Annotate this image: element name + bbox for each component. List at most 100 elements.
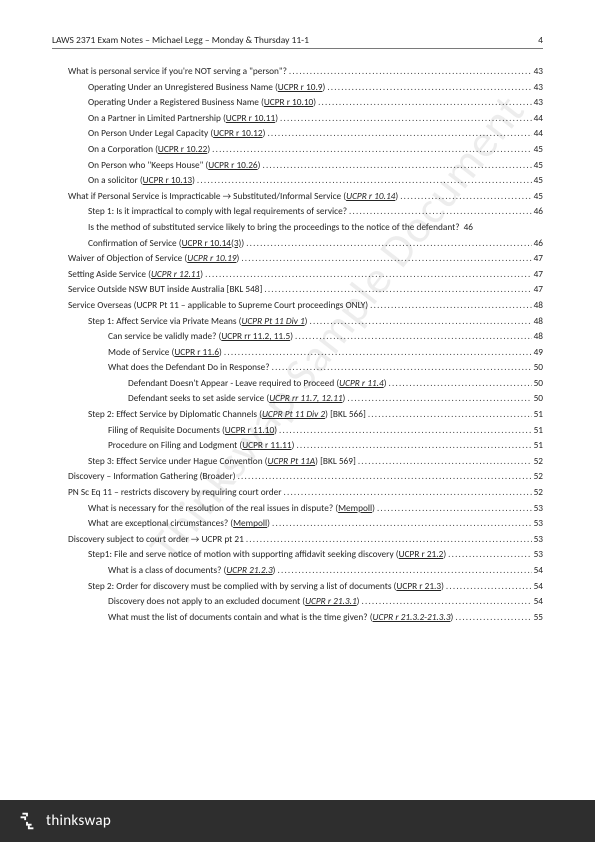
- toc-entry[interactable]: Step 1: Affect Service via Private Means…: [52, 317, 543, 326]
- toc-entry[interactable]: Setting Aside Service (UCPR r 12.11)47: [52, 270, 543, 279]
- toc-leader: [356, 457, 532, 466]
- toc-leader: [276, 566, 532, 575]
- toc-entry-title: PN Sc Eq 11 – restricts discovery by req…: [68, 488, 282, 497]
- toc-entry-title: What does the Defendant Do in Response?: [108, 363, 270, 372]
- toc-entry[interactable]: Step 2: Order for discovery must be comp…: [52, 582, 543, 591]
- toc-entry[interactable]: Defendant seeks to set aside service (UC…: [52, 394, 543, 403]
- toc-entry-page: 46: [532, 239, 543, 248]
- toc-leader: [387, 379, 532, 388]
- toc-entry-title: On a solicitor (UCPR r 10.13): [88, 176, 195, 185]
- toc-entry-page: 46: [462, 223, 473, 232]
- toc-entry[interactable]: Confirmation of Service (UCPR r 10.14(3)…: [52, 239, 543, 248]
- toc-leader: [239, 254, 531, 263]
- toc-entry[interactable]: What is personal service if you're NOT s…: [52, 67, 543, 76]
- toc-entry[interactable]: What are exceptional circumstances? (Mem…: [52, 519, 543, 528]
- toc-entry-title: Setting Aside Service (UCPR r 12.11): [68, 270, 203, 279]
- toc-entry-page: 50: [532, 363, 543, 372]
- toc-entry[interactable]: Waiver of Objection of Service (UCPR r 1…: [52, 254, 543, 263]
- toc-leader: [294, 441, 531, 450]
- toc-leader: [278, 114, 532, 123]
- toc-entry-page: 43: [532, 98, 543, 107]
- toc-leader: [453, 613, 531, 622]
- toc-entry[interactable]: On a solicitor (UCPR r 10.13) 45: [52, 176, 543, 185]
- toc-leader: [265, 129, 531, 138]
- toc-entry-title: Discovery does not apply to an excluded …: [108, 597, 360, 606]
- toc-entry-page: 53: [532, 550, 543, 559]
- toc-entry[interactable]: Procedure on Filing and Lodgment (UCPR r…: [52, 441, 543, 450]
- toc-entry[interactable]: Step 1: Is it impractical to comply with…: [52, 207, 543, 216]
- toc-leader: [244, 535, 532, 544]
- toc-entry-page: 45: [532, 161, 543, 170]
- toc-entry[interactable]: On Person Under Legal Capacity (UCPR r 1…: [52, 129, 543, 138]
- page-header: LAWS 2371 Exam Notes – Michael Legg – Mo…: [52, 34, 543, 49]
- toc-entry[interactable]: Step 3: Effect Service under Hague Conve…: [52, 457, 543, 466]
- toc-entry-title: Operating Under an Unregistered Business…: [88, 83, 325, 92]
- toc-entry[interactable]: On a Partner in Limited Partnership (UCP…: [52, 114, 543, 123]
- toc-entry-page: 53: [532, 519, 543, 528]
- toc-entry-page: 53: [532, 504, 543, 513]
- toc-entry[interactable]: On Person who "Keeps House" (UCPR r 10.2…: [52, 161, 543, 170]
- toc-entry[interactable]: Operating Under an Unregistered Business…: [52, 83, 543, 92]
- toc-entry[interactable]: Is the method of substituted service lik…: [52, 223, 543, 232]
- toc-entry[interactable]: Discovery does not apply to an excluded …: [52, 597, 543, 606]
- document-page: LAWS 2371 Exam Notes – Michael Legg – Mo…: [0, 0, 595, 842]
- toc-entry[interactable]: What is a class of documents? (UCPR 21.2…: [52, 566, 543, 575]
- toc-entry[interactable]: What is necessary for the resolution of …: [52, 504, 543, 513]
- toc-entry-page: 43: [532, 67, 543, 76]
- header-rule: [52, 48, 543, 49]
- toc-entry-title: What must the list of documents contain …: [108, 613, 453, 622]
- header-page-number: 4: [538, 34, 543, 46]
- toc-entry[interactable]: Defendant Doesn't Appear - Leave require…: [52, 379, 543, 388]
- toc-entry-title: Can service be validly made? (UCPR rr 11…: [108, 332, 293, 341]
- toc-entry-page: 49: [532, 348, 543, 357]
- toc-leader: [444, 582, 532, 591]
- toc-entry[interactable]: Service Outside NSW BUT inside Australia…: [52, 285, 543, 294]
- toc-entry-page: 48: [532, 332, 543, 341]
- toc-leader: [236, 472, 532, 481]
- toc-entry[interactable]: Mode of Service (UCPR r 11.6)49: [52, 348, 543, 357]
- toc-entry[interactable]: Operating Under a Registered Business Na…: [52, 98, 543, 107]
- toc-entry-page: 45: [532, 176, 543, 185]
- toc-entry-page: 51: [532, 410, 543, 419]
- toc-entry[interactable]: On a Corporation (UCPR r 10.22)45: [52, 145, 543, 154]
- toc-leader: [347, 207, 532, 216]
- toc-leader: [270, 363, 532, 372]
- toc-leader: [260, 161, 531, 170]
- toc-leader: [262, 285, 531, 294]
- toc-leader: [222, 348, 532, 357]
- toc-entry-title: Defendant seeks to set aside service (UC…: [128, 394, 345, 403]
- toc-entry[interactable]: Step 2: Effect Service by Diplomatic Cha…: [52, 410, 543, 419]
- toc-entry-title: Operating Under a Registered Business Na…: [88, 98, 316, 107]
- toc-entry-title: Step 1: Affect Service via Private Means…: [88, 317, 308, 326]
- toc-entry[interactable]: Discovery – Information Gathering (Broad…: [52, 472, 543, 481]
- toc-entry-title: Filing of Requisite Documents (UCPR r 11…: [108, 426, 277, 435]
- toc-entry-title: Discovery subject to court order → UCPR …: [68, 535, 244, 544]
- toc-entry[interactable]: What must the list of documents contain …: [52, 613, 543, 622]
- toc-entry-title: What is a class of documents? (UCPR 21.2…: [108, 566, 276, 575]
- toc-entry-title: Service Outside NSW BUT inside Australia…: [68, 285, 262, 294]
- toc-leader: [270, 519, 532, 528]
- toc-leader: [203, 270, 532, 279]
- toc-entry[interactable]: What if Personal Service is Impracticabl…: [52, 192, 543, 201]
- toc-leader: [316, 98, 531, 107]
- toc-entry-page: 51: [532, 441, 543, 450]
- toc-entry-title: Step1: File and serve notice of motion w…: [88, 550, 446, 559]
- thinkswap-logo-icon: [16, 810, 38, 832]
- toc-entry[interactable]: What does the Defendant Do in Response? 5…: [52, 363, 543, 372]
- toc-entry-title: On Person who "Keeps House" (UCPR r 10.2…: [88, 161, 260, 170]
- toc-entry-page: 48: [532, 317, 543, 326]
- toc-entry-page: 54: [532, 582, 543, 591]
- toc-entry-title: On a Corporation (UCPR r 10.22): [88, 145, 210, 154]
- toc-leader: [366, 410, 532, 419]
- toc-entry[interactable]: Can service be validly made? (UCPR rr 11…: [52, 332, 543, 341]
- toc-entry-page: 44: [532, 129, 543, 138]
- toc-entry[interactable]: PN Sc Eq 11 – restricts discovery by req…: [52, 488, 543, 497]
- toc-entry[interactable]: Discovery subject to court order → UCPR …: [52, 535, 543, 544]
- toc-entry-title: Defendant Doesn't Appear - Leave require…: [128, 379, 387, 388]
- toc-entry-title: Service Overseas (UCPR Pt 11 – applicabl…: [68, 301, 368, 310]
- toc-leader: [195, 176, 532, 185]
- toc-leader: [287, 67, 532, 76]
- toc-entry[interactable]: Step1: File and serve notice of motion w…: [52, 550, 543, 559]
- toc-entry[interactable]: Filing of Requisite Documents (UCPR r 11…: [52, 426, 543, 435]
- toc-entry[interactable]: Service Overseas (UCPR Pt 11 – applicabl…: [52, 301, 543, 310]
